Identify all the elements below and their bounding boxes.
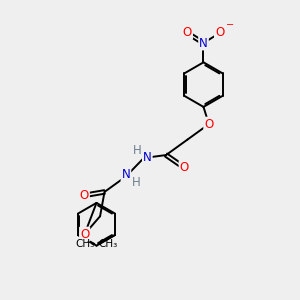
Text: CH₃: CH₃ xyxy=(98,239,117,249)
Text: H: H xyxy=(133,144,142,157)
Text: CH₃: CH₃ xyxy=(76,239,95,249)
Text: H: H xyxy=(132,176,141,190)
Text: O: O xyxy=(183,26,192,39)
Text: −: − xyxy=(226,20,234,30)
Text: O: O xyxy=(80,228,89,241)
Text: O: O xyxy=(215,26,224,39)
Text: O: O xyxy=(204,118,214,130)
Text: N: N xyxy=(122,169,130,182)
Text: N: N xyxy=(199,37,208,50)
Text: N: N xyxy=(143,151,152,164)
Text: O: O xyxy=(80,189,89,202)
Text: O: O xyxy=(180,161,189,174)
